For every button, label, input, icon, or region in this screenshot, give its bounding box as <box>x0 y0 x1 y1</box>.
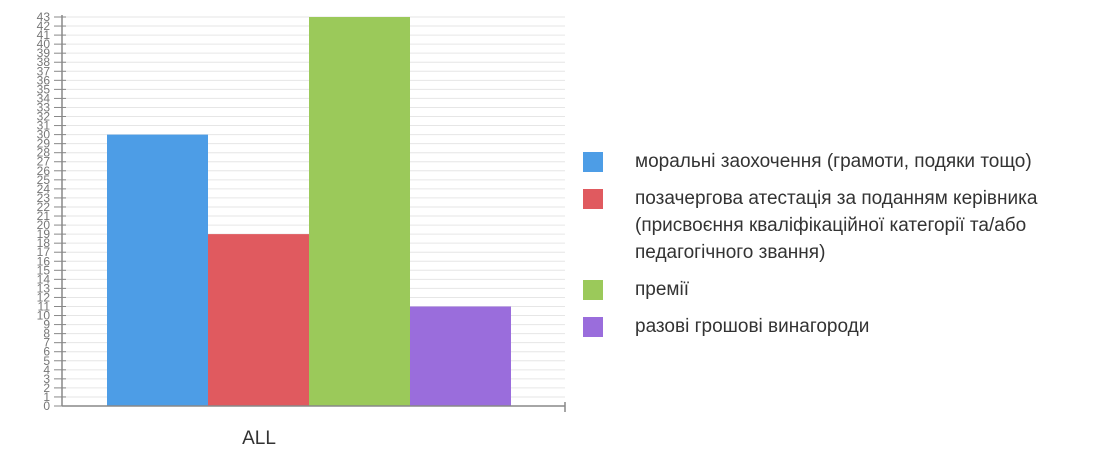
legend-label: моральні заохочення (грамоти, подяки тощ… <box>635 151 1032 172</box>
legend-label: позачергова атестація за поданням керівн… <box>635 188 1038 263</box>
legend-label: премії <box>635 279 689 300</box>
y-tick-label: 10 <box>37 309 51 323</box>
y-tick-label: 26 <box>37 164 51 178</box>
y-tick-label: 4 <box>43 363 50 377</box>
legend-swatch <box>583 189 603 209</box>
y-tick-label: 3 <box>43 372 50 386</box>
bar <box>107 134 208 406</box>
legend-item: моральні заохочення (грамоти, подяки тощ… <box>583 148 1103 175</box>
y-tick-label: 35 <box>37 82 51 96</box>
y-tick-label: 0 <box>43 399 50 413</box>
y-tick-label: 21 <box>37 209 51 223</box>
y-tick-label: 20 <box>37 218 51 232</box>
y-tick-label: 15 <box>37 263 51 277</box>
y-tick-label: 36 <box>37 73 51 87</box>
y-tick-label: 16 <box>37 254 51 268</box>
y-tick-label: 43 <box>37 10 51 24</box>
y-tick-label: 34 <box>37 91 51 105</box>
y-tick-label: 31 <box>37 119 51 133</box>
y-tick-label: 33 <box>37 100 51 114</box>
y-tick-label: 29 <box>37 137 51 151</box>
bar <box>410 306 511 406</box>
legend-swatch <box>583 152 603 172</box>
legend-swatch <box>583 317 603 337</box>
chart-bars <box>107 17 511 406</box>
y-tick-label: 42 <box>37 19 51 33</box>
legend-item: премії <box>583 276 1103 303</box>
y-tick-label: 12 <box>37 290 51 304</box>
x-category-label: ALL <box>242 428 276 449</box>
y-tick-label: 17 <box>37 245 51 259</box>
y-tick-label: 37 <box>37 64 51 78</box>
y-tick-label: 2 <box>43 381 50 395</box>
y-tick-label: 27 <box>37 155 51 169</box>
y-tick-label: 30 <box>37 128 51 142</box>
y-tick-label: 9 <box>43 318 50 332</box>
bar <box>208 234 309 406</box>
y-tick-label: 28 <box>37 146 51 160</box>
y-tick-label: 6 <box>43 345 50 359</box>
legend-item: разові грошові винагороди <box>583 313 1103 340</box>
y-tick-label: 19 <box>37 227 51 241</box>
legend-swatch <box>583 280 603 300</box>
y-tick-label: 25 <box>37 173 51 187</box>
y-tick-label: 1 <box>43 390 50 404</box>
y-tick-label: 11 <box>38 299 51 313</box>
y-tick-label: 7 <box>43 336 50 350</box>
legend-item: позачергова атестація за поданням керівн… <box>583 185 1103 266</box>
y-tick-label: 39 <box>37 46 51 60</box>
y-tick-label: 32 <box>37 110 51 124</box>
y-axis-ticks: 0123456789101112131415161718192021222324… <box>37 10 66 413</box>
bar <box>309 17 410 406</box>
x-axis-categories: ALL <box>242 428 276 449</box>
chart-legend: моральні заохочення (грамоти, подяки тощ… <box>583 148 1103 350</box>
y-tick-label: 38 <box>37 55 51 69</box>
y-tick-label: 8 <box>43 327 50 341</box>
y-tick-label: 24 <box>37 182 51 196</box>
y-tick-label: 5 <box>43 354 50 368</box>
y-tick-label: 23 <box>37 191 51 205</box>
y-tick-label: 18 <box>37 236 51 250</box>
legend-label: разові грошові винагороди <box>635 316 870 337</box>
y-tick-label: 41 <box>37 28 51 42</box>
y-tick-label: 14 <box>37 272 51 286</box>
y-tick-label: 40 <box>37 37 51 51</box>
y-tick-label: 13 <box>37 281 51 295</box>
y-tick-label: 22 <box>37 200 51 214</box>
